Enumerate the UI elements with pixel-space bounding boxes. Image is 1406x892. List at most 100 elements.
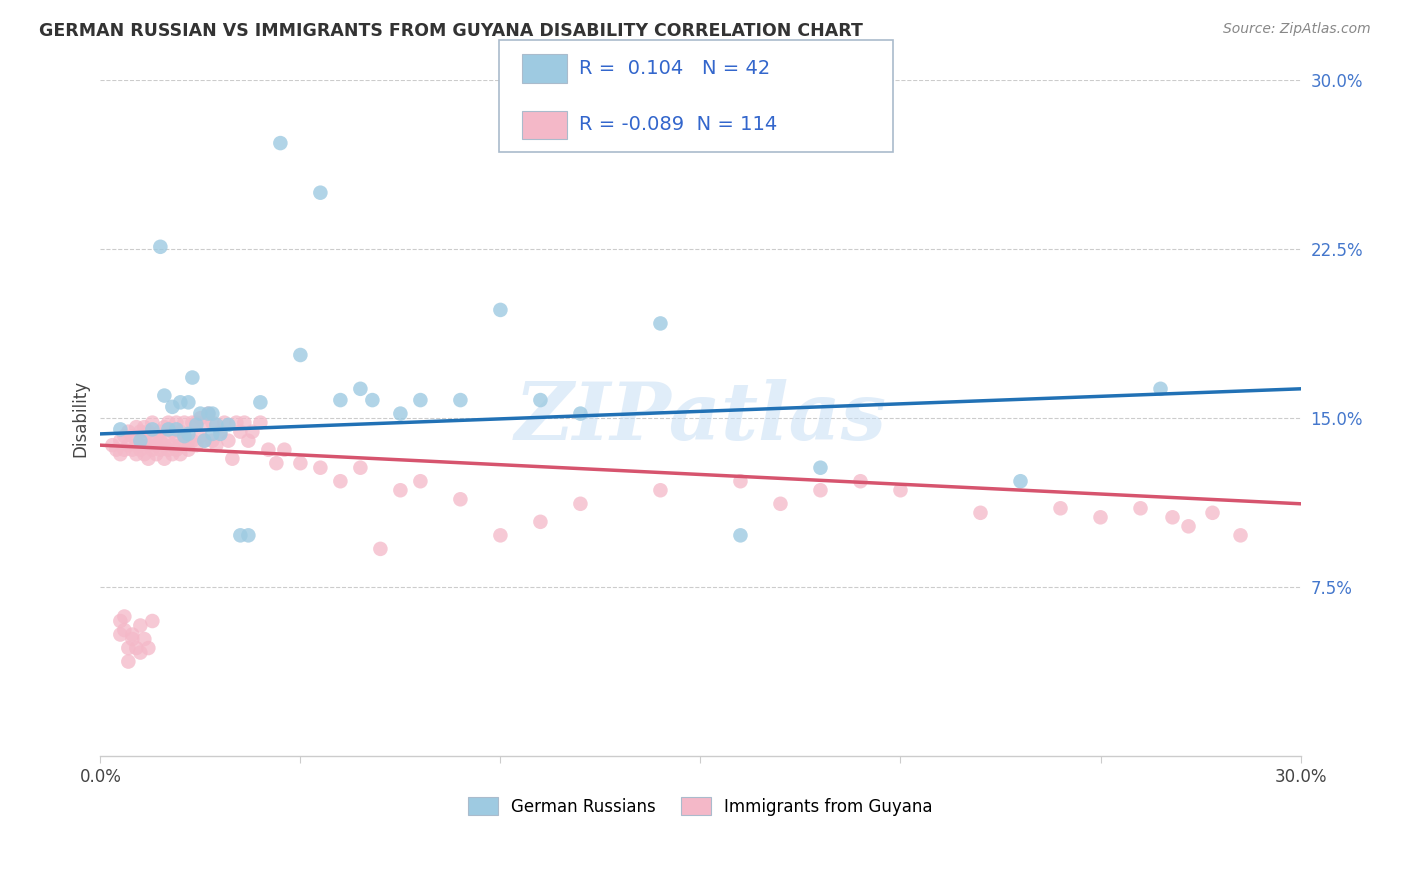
Point — [810, 460, 832, 475]
Point — [129, 618, 152, 632]
Point — [205, 438, 228, 452]
Point — [121, 429, 143, 443]
Point — [129, 434, 152, 448]
Point — [141, 422, 163, 436]
Point — [129, 442, 152, 457]
Point — [409, 475, 432, 489]
Point — [240, 425, 263, 439]
Point — [165, 422, 187, 436]
Point — [217, 434, 239, 448]
Point — [112, 623, 135, 637]
Point — [112, 609, 135, 624]
Point — [177, 395, 200, 409]
Point — [169, 395, 191, 409]
Point — [349, 460, 371, 475]
Point — [134, 632, 156, 646]
Point — [110, 434, 132, 448]
Point — [290, 348, 312, 362]
Point — [134, 447, 156, 461]
Point — [153, 388, 176, 402]
Point — [249, 416, 271, 430]
Point — [110, 614, 132, 628]
Point — [229, 528, 252, 542]
Point — [145, 429, 167, 443]
Point — [193, 416, 215, 430]
Point — [225, 416, 247, 430]
Point — [141, 614, 163, 628]
Point — [117, 641, 139, 656]
Point — [238, 434, 260, 448]
Point — [177, 434, 200, 448]
Point — [121, 632, 143, 646]
Point — [112, 429, 135, 443]
Point — [1161, 510, 1184, 524]
Point — [134, 420, 156, 434]
Point — [1201, 506, 1223, 520]
Point — [141, 442, 163, 457]
Point — [134, 434, 156, 448]
Point — [157, 416, 180, 430]
Point — [221, 451, 243, 466]
Point — [186, 417, 208, 432]
Point — [138, 641, 160, 656]
Point — [162, 438, 184, 452]
Point — [569, 407, 592, 421]
Y-axis label: Disability: Disability — [72, 380, 89, 457]
Point — [186, 438, 208, 452]
Point — [149, 240, 172, 254]
Point — [101, 438, 124, 452]
Point — [110, 447, 132, 461]
Point — [149, 442, 172, 457]
Point — [389, 483, 412, 498]
Point — [181, 416, 204, 430]
Text: ZIPatlas: ZIPatlas — [515, 379, 887, 457]
Point — [1090, 510, 1112, 524]
Point — [125, 641, 148, 656]
Text: Source: ZipAtlas.com: Source: ZipAtlas.com — [1223, 22, 1371, 37]
Point — [177, 442, 200, 457]
Point — [269, 136, 291, 150]
Point — [489, 302, 512, 317]
Point — [110, 627, 132, 641]
Point — [153, 438, 176, 452]
Point — [169, 425, 191, 439]
Text: R =  0.104   N = 42: R = 0.104 N = 42 — [579, 59, 770, 78]
Point — [110, 422, 132, 436]
Point — [125, 420, 148, 434]
Point — [370, 541, 392, 556]
Point — [149, 425, 172, 439]
Point — [165, 416, 187, 430]
Point — [197, 407, 219, 421]
Point — [121, 442, 143, 457]
Point — [190, 407, 212, 421]
Point — [361, 393, 384, 408]
Point — [650, 483, 672, 498]
Point — [409, 393, 432, 408]
Point — [157, 422, 180, 436]
Point — [157, 442, 180, 457]
Point — [193, 434, 215, 448]
Point — [1149, 382, 1171, 396]
Point — [138, 451, 160, 466]
Point — [529, 515, 551, 529]
Point — [193, 434, 215, 448]
Point — [290, 456, 312, 470]
Point — [1229, 528, 1251, 542]
Point — [173, 429, 195, 443]
Point — [489, 528, 512, 542]
Point — [129, 646, 152, 660]
Point — [117, 655, 139, 669]
Point — [238, 528, 260, 542]
Point — [201, 407, 224, 421]
Point — [249, 395, 271, 409]
Point — [145, 447, 167, 461]
Point — [810, 483, 832, 498]
Point — [129, 425, 152, 439]
Point — [201, 416, 224, 430]
Point — [162, 400, 184, 414]
Point — [650, 317, 672, 331]
Point — [201, 434, 224, 448]
Point — [190, 411, 212, 425]
Point — [165, 442, 187, 457]
Text: R = -0.089  N = 114: R = -0.089 N = 114 — [579, 115, 778, 135]
